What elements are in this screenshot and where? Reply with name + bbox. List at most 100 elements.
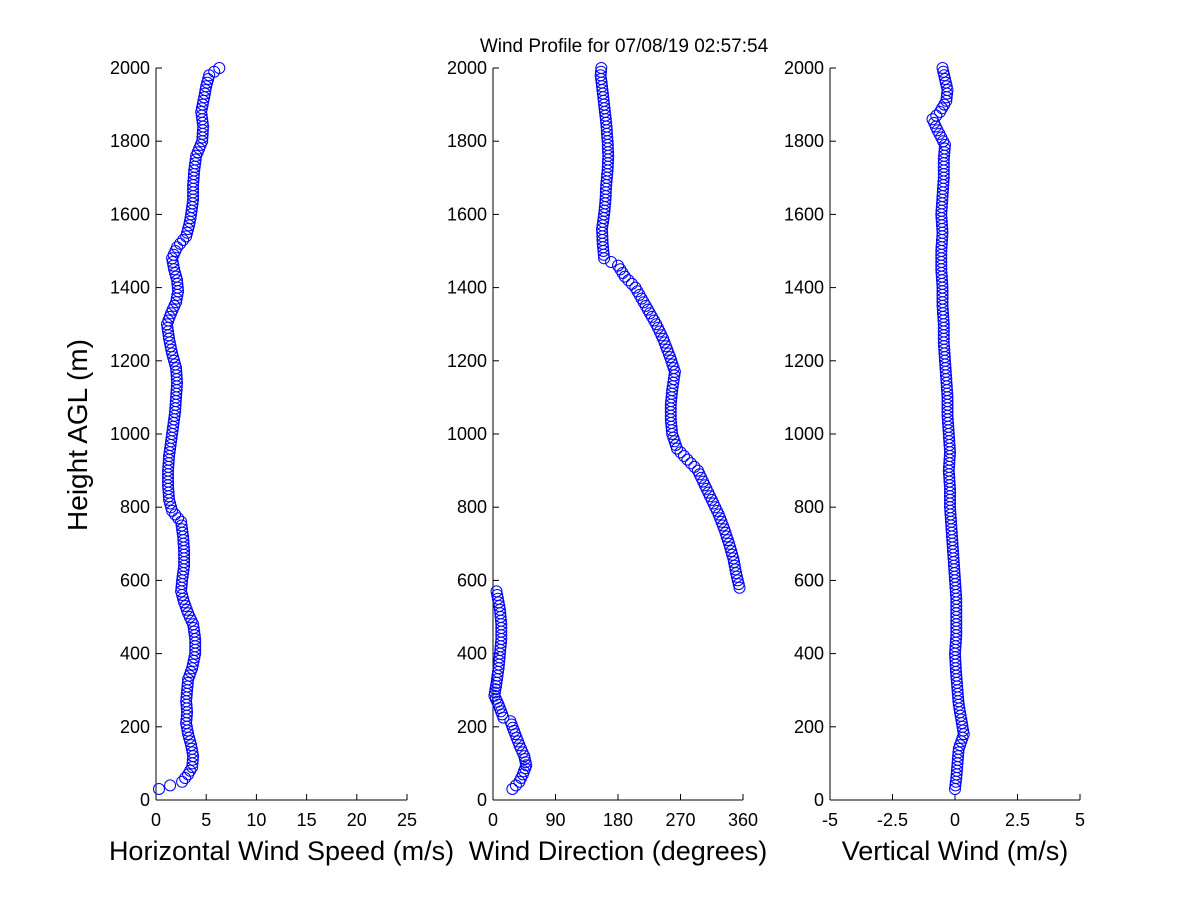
speed-y-tick-label: 1600 xyxy=(110,204,150,224)
direction-y-tick-label: 1600 xyxy=(447,204,487,224)
speed-x-axis-label: Horizontal Wind Speed (m/s) xyxy=(109,836,454,866)
direction-x-tick-label: 180 xyxy=(603,810,633,830)
speed-y-tick-label: 0 xyxy=(140,790,150,810)
direction-data-point xyxy=(691,464,704,477)
speed-data-point xyxy=(164,779,177,792)
vertical-y-tick-label: 400 xyxy=(794,644,824,664)
speed-data-point xyxy=(171,241,184,254)
speed-data-point xyxy=(172,512,185,525)
vertical-data-point xyxy=(936,62,949,74)
direction-data-point xyxy=(728,559,741,572)
vertical-y-tick-label: 1200 xyxy=(784,351,824,371)
direction-data-point xyxy=(684,457,697,470)
speed-y-tick-label: 1200 xyxy=(110,351,150,371)
direction-data-point xyxy=(724,541,737,554)
vertical-y-tick-label: 0 xyxy=(814,790,824,810)
vertical-x-tick-label: 0 xyxy=(950,810,960,830)
speed-data-point xyxy=(167,351,180,364)
vertical-y-tick-label: 1400 xyxy=(784,278,824,298)
direction-data-point xyxy=(622,274,635,287)
speed-x-tick-label: 10 xyxy=(246,810,266,830)
speed-y-tick-label: 2000 xyxy=(110,58,150,78)
speed-data-point xyxy=(188,625,201,638)
vertical-y-tick-label: 1600 xyxy=(784,204,824,224)
vertical-x-tick-label: 2.5 xyxy=(1005,810,1030,830)
direction-x-tick-label: 270 xyxy=(665,810,695,830)
speed-y-tick-label: 600 xyxy=(120,570,150,590)
speed-data-point xyxy=(189,153,202,166)
vertical-y-tick-label: 200 xyxy=(794,717,824,737)
direction-x-tick-label: 360 xyxy=(728,810,758,830)
direction-data-point xyxy=(731,574,744,587)
direction-data-point xyxy=(688,460,701,473)
speed-data-point xyxy=(166,504,179,517)
direction-data-point xyxy=(594,69,607,82)
speed-y-tick-label: 1800 xyxy=(110,131,150,151)
speed-data-point xyxy=(176,775,189,788)
direction-data-point xyxy=(629,281,642,294)
speed-x-tick-label: 15 xyxy=(297,810,317,830)
speed-data-point xyxy=(166,256,179,268)
vertical-data-point xyxy=(926,113,939,126)
panel-vertical: 0 200 400 600 800 1000 1200 1400 1600 1800 2000 -5 -… xyxy=(784,58,1085,866)
speed-data-point xyxy=(168,354,181,367)
panel-direction: 0 200 400 600 800 1000 1200 1400 1600 1800 2000 0 90… xyxy=(447,58,767,866)
direction-data-point xyxy=(595,65,607,78)
speed-data-point xyxy=(153,783,165,795)
speed-x-tick-label: 20 xyxy=(347,810,367,830)
direction-data-point xyxy=(681,453,694,466)
speed-data-point xyxy=(169,508,182,521)
direction-data-point xyxy=(504,715,517,728)
direction-data-point xyxy=(625,277,638,290)
direction-x-axis-label: Wind Direction (degrees) xyxy=(469,836,768,866)
direction-y-tick-label: 1800 xyxy=(447,131,487,151)
direction-data-point xyxy=(506,783,519,795)
direction-data-point xyxy=(648,314,661,327)
vertical-y-tick-label: 1000 xyxy=(784,424,824,444)
direction-y-tick-label: 0 xyxy=(477,790,487,810)
speed-data-point xyxy=(187,622,200,634)
direction-y-tick-label: 400 xyxy=(457,644,487,664)
speed-data-point xyxy=(186,746,199,759)
vertical-x-axis-label: Vertical Wind (m/s) xyxy=(842,836,1069,866)
speed-data-point xyxy=(182,223,195,235)
speed-data-point xyxy=(169,267,182,279)
speed-data-point xyxy=(202,73,215,85)
vertical-data-point xyxy=(938,142,951,155)
vertical-y-tick-label: 2000 xyxy=(784,58,824,78)
speed-data-point xyxy=(184,735,197,748)
direction-y-tick-label: 1400 xyxy=(447,278,487,298)
speed-data-point xyxy=(213,62,226,74)
speed-data-point xyxy=(177,234,190,246)
vertical-x-tick-label: -2.5 xyxy=(877,810,908,830)
direction-data-point xyxy=(612,259,624,272)
direction-data-point xyxy=(633,288,646,301)
speed-data-point xyxy=(179,772,192,784)
direction-data-point xyxy=(637,296,650,309)
direction-data-point xyxy=(605,256,618,268)
speed-data-point xyxy=(177,592,190,605)
direction-data-point xyxy=(614,263,627,276)
speed-data-point xyxy=(181,676,194,689)
speed-data-point xyxy=(174,237,187,250)
direction-y-tick-label: 200 xyxy=(457,717,487,737)
speed-y-tick-label: 400 xyxy=(120,644,150,664)
panel-speed: 0 200 400 600 800 1000 1200 1400 1600 1800 2000 0 5 1… xyxy=(109,58,454,866)
direction-y-tick-label: 2000 xyxy=(447,58,487,78)
figure-title: Wind Profile for 07/08/19 02:57:54 xyxy=(480,36,769,57)
direction-data-point xyxy=(726,548,739,561)
vertical-data-point xyxy=(934,105,946,118)
speed-data-point xyxy=(164,497,177,510)
speed-data-point xyxy=(170,270,183,283)
direction-data-point xyxy=(618,270,631,283)
vertical-x-tick-label: -5 xyxy=(822,810,838,830)
speed-data-point xyxy=(169,358,182,371)
direction-y-tick-label: 800 xyxy=(457,497,487,517)
speed-x-tick-label: 5 xyxy=(201,810,211,830)
vertical-data-point xyxy=(930,109,943,122)
vertical-x-tick-label: 5 xyxy=(1075,810,1085,830)
direction-data-point xyxy=(678,450,690,462)
speed-data-point xyxy=(178,596,191,609)
speed-x-tick-label: 25 xyxy=(397,810,417,830)
direction-data-point xyxy=(616,267,629,279)
